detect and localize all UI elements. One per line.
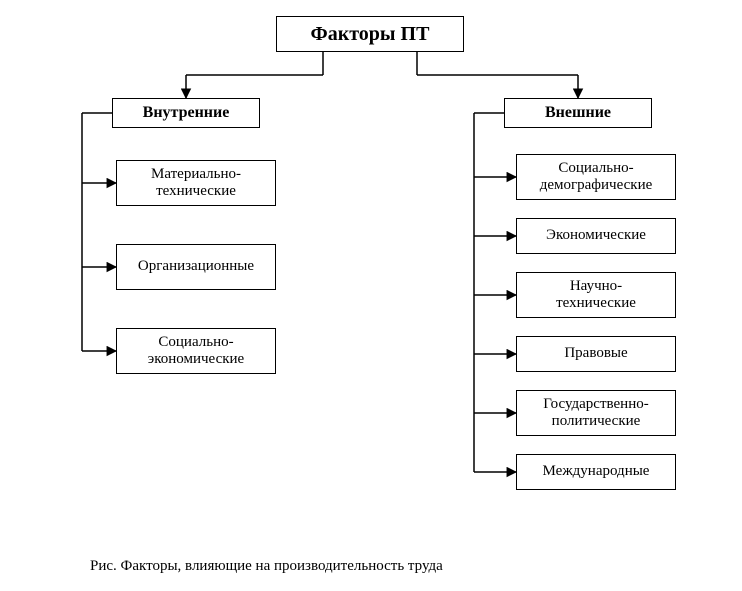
external-item-1: Экономические [516, 218, 676, 254]
external-item-3: Правовые [516, 336, 676, 372]
category-internal: Внутренние [112, 98, 260, 128]
external-item-2: Научно-технические [516, 272, 676, 318]
root-node: Факторы ПТ [276, 16, 464, 52]
category-external: Внешние [504, 98, 652, 128]
figure-caption: Рис. Факторы, влияющие на производительн… [90, 558, 443, 575]
external-item-4: Государственно-политические [516, 390, 676, 436]
external-item-0: Социально-демографические [516, 154, 676, 200]
internal-item-2: Социально-экономические [116, 328, 276, 374]
internal-item-0: Материально-технические [116, 160, 276, 206]
external-item-5: Международные [516, 454, 676, 490]
internal-item-1: Организационные [116, 244, 276, 290]
